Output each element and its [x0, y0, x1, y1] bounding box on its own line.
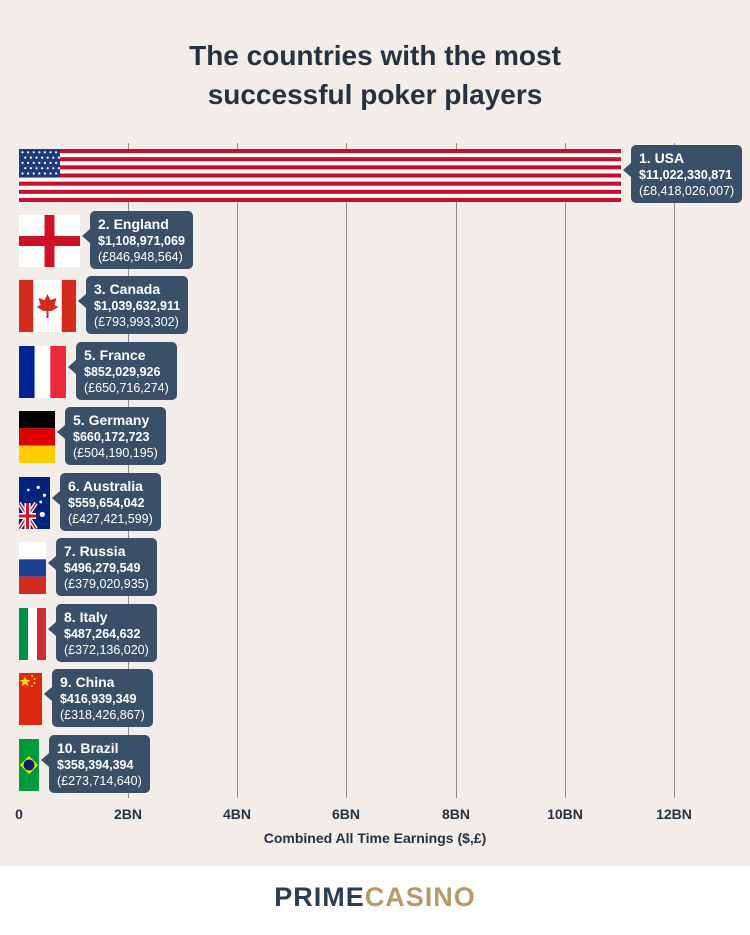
- bar-canada: [19, 280, 76, 332]
- label-country-name: 10. Brazil: [57, 740, 119, 756]
- gridline: [346, 143, 347, 798]
- flag-australia-icon: [19, 477, 50, 529]
- bar-france: [19, 346, 66, 398]
- flag-usa-icon: [19, 149, 621, 202]
- label-gbp-value: (£427,421,599): [68, 512, 153, 526]
- label-gbp-value: (£318,426,867): [60, 708, 145, 722]
- x-axis-label: Combined All Time Earnings ($,£): [263, 830, 487, 846]
- data-label-italy: 8. Italy $487,264,632 (£372,136,020): [48, 604, 157, 662]
- label-country-name: 5. Germany: [73, 412, 150, 428]
- bar-italy: [19, 608, 46, 660]
- flag-france-icon: [19, 346, 66, 398]
- bar-australia: [19, 477, 50, 529]
- gridline: [565, 143, 566, 798]
- label-country-name: 3. Canada: [94, 281, 161, 297]
- logo-part-casino: CASINO: [364, 882, 476, 912]
- data-label-france: 5. France $852,029,926 (£650,716,274): [68, 342, 177, 400]
- label-gbp-value: (£379,020,935): [64, 577, 149, 591]
- label-country-name: 5. France: [84, 347, 146, 363]
- bar-brazil: [19, 739, 39, 791]
- label-usd-value: $1,039,632,911: [94, 299, 181, 313]
- label-gbp-value: (£650,716,274): [84, 381, 169, 395]
- label-gbp-value: (£846,948,564): [98, 250, 183, 264]
- data-label-germany: 5. Germany $660,172,723 (£504,190,195): [57, 407, 166, 465]
- gridline: [237, 143, 238, 798]
- data-label-china: 9. China $416,939,349 (£318,426,867): [44, 669, 153, 727]
- label-country-name: 8. Italy: [64, 609, 108, 625]
- prime-casino-logo: PRIMECASINO: [0, 882, 750, 913]
- gridline: [674, 143, 675, 798]
- label-usd-value: $487,264,632: [64, 627, 141, 641]
- label-usd-value: $1,108,971,069: [98, 234, 185, 248]
- label-gbp-value: (£273,714,640): [57, 774, 142, 788]
- flag-england-icon: [19, 215, 80, 267]
- bar-england: [19, 215, 80, 267]
- label-usd-value: $11,022,330,871: [639, 168, 733, 182]
- flag-china-icon: [19, 673, 42, 725]
- data-label-england: 2. England $1,108,971,069 (£846,948,564): [82, 211, 193, 269]
- label-country-name: 6. Australia: [68, 478, 143, 494]
- x-tick-label: 6BN: [331, 806, 360, 822]
- gridline: [456, 143, 457, 798]
- label-gbp-value: (£793,993,302): [94, 315, 179, 329]
- x-tick-label: 2BN: [113, 806, 142, 822]
- label-usd-value: $660,172,723: [73, 430, 150, 444]
- label-country-name: 1. USA: [639, 150, 685, 166]
- logo-part-prime: PRIME: [274, 882, 365, 912]
- x-tick-label: 12BN: [656, 806, 692, 822]
- bar-russia: [19, 542, 46, 594]
- label-country-name: 2. England: [98, 216, 169, 232]
- bar-usa: [19, 149, 621, 202]
- flag-germany-icon: [19, 411, 55, 463]
- x-tick-label: 0: [15, 806, 23, 822]
- label-gbp-value: (£504,190,195): [73, 446, 158, 460]
- data-label-australia: 6. Australia $559,654,042 (£427,421,599): [52, 473, 161, 531]
- chart-title-line-1: The countries with the most: [189, 40, 561, 71]
- flag-russia-icon: [19, 542, 46, 594]
- label-usd-value: $358,394,394: [57, 758, 134, 772]
- label-usd-value: $852,029,926: [84, 365, 161, 379]
- label-gbp-value: (£8,418,026,007): [639, 184, 735, 198]
- flag-brazil-icon: [19, 739, 39, 791]
- data-label-canada: 3. Canada $1,039,632,911 (£793,993,302): [77, 276, 189, 334]
- data-label-russia: 7. Russia $496,279,549 (£379,020,935): [48, 538, 157, 596]
- label-country-name: 7. Russia: [64, 543, 126, 559]
- x-tick-label: 10BN: [547, 806, 583, 822]
- bar-germany: [19, 411, 55, 463]
- gridline: [128, 143, 129, 798]
- label-gbp-value: (£372,136,020): [64, 643, 149, 657]
- flag-italy-icon: [19, 608, 46, 660]
- label-usd-value: $496,279,549: [64, 561, 141, 575]
- label-country-name: 9. China: [60, 674, 115, 690]
- label-usd-value: $416,939,349: [60, 692, 137, 706]
- flag-canada-icon: [19, 280, 76, 332]
- data-label-usa: 1. USA $11,022,330,871 (£8,418,026,007): [622, 145, 743, 203]
- bar-china: [19, 673, 42, 725]
- x-tick-label: 4BN: [222, 806, 251, 822]
- label-usd-value: $559,654,042: [68, 496, 145, 510]
- x-tick-label: 8BN: [441, 806, 470, 822]
- data-label-brazil: 10. Brazil $358,394,394 (£273,714,640): [41, 735, 150, 793]
- chart-title-line-2: successful poker players: [207, 79, 543, 110]
